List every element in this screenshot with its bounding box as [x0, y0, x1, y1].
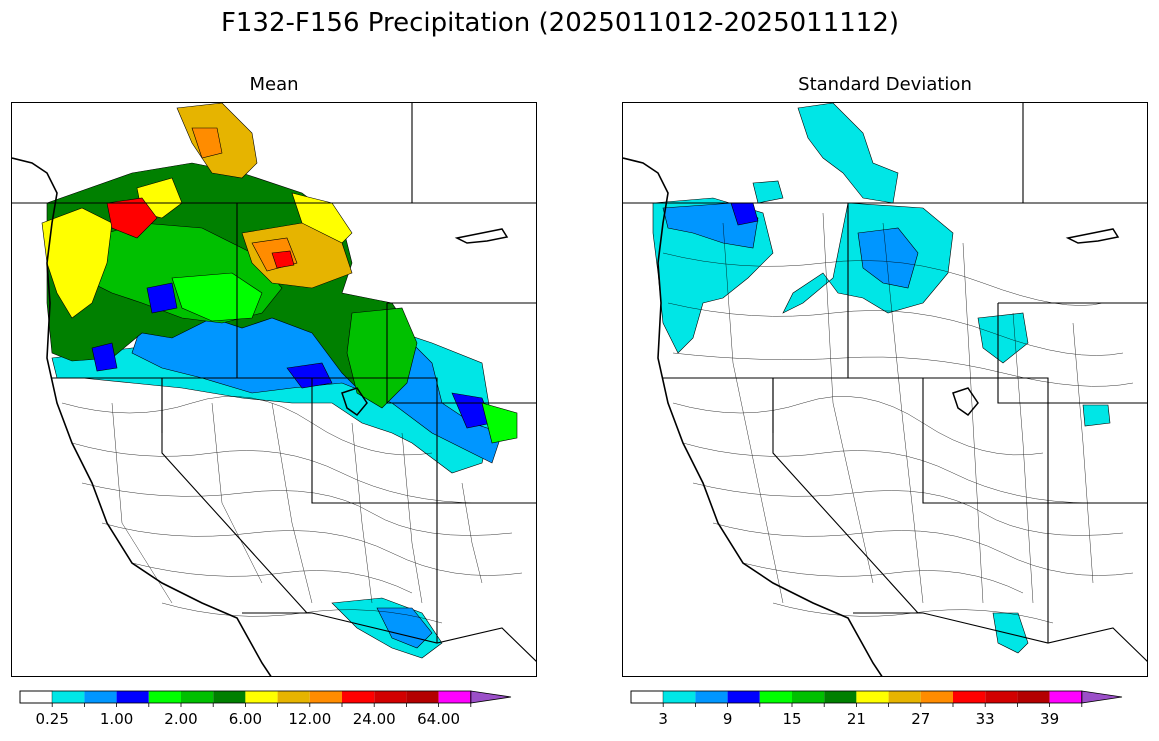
lake-superior-shape	[454, 228, 509, 244]
stddev-map	[622, 102, 1148, 677]
mean-colorbar	[19, 690, 530, 707]
region-red-east	[271, 250, 295, 269]
colorbar-extend-arrow	[470, 690, 512, 704]
colorbar-swatch	[824, 691, 857, 703]
region-blue-1	[146, 282, 178, 314]
mean-colorbar-swatches	[19, 690, 512, 707]
sd-state-borders	[623, 103, 1147, 662]
colorbar-swatch	[406, 691, 439, 703]
colorbar-tick-label: 1.00	[99, 710, 134, 728]
region-green-far-east	[481, 402, 518, 444]
colorbar-tick-label: 33	[975, 710, 995, 728]
colorbar-tick-label: 27	[911, 710, 931, 728]
sd-region-blue-mid	[857, 227, 919, 289]
sd-region-cyan-north2	[752, 180, 784, 204]
colorbar-swatch	[759, 691, 792, 703]
stddev-colorbar-swatches	[630, 690, 1123, 707]
colorbar-swatch	[953, 691, 986, 703]
sd-great-salt-lake	[952, 387, 979, 417]
mean-map	[11, 102, 537, 677]
colorbar-swatch	[52, 691, 85, 703]
colorbar-swatch	[727, 691, 760, 703]
sd-region-cyan-east	[977, 312, 1029, 364]
colorbar-swatch	[663, 691, 696, 703]
sd-region-cyan-north	[797, 103, 899, 204]
colorbar-tick-label: 0.25	[35, 710, 69, 728]
colorbar-swatch	[438, 691, 471, 703]
region-red	[106, 197, 158, 239]
colorbar-swatch	[374, 691, 407, 703]
region-lime	[171, 272, 263, 322]
colorbar-swatch	[309, 691, 342, 703]
sd-region-south-cyan	[992, 612, 1029, 654]
colorbar-extend-arrow	[1081, 690, 1123, 704]
colorbar-swatch	[148, 691, 181, 703]
colorbar-swatch	[342, 691, 375, 703]
colorbar-tick-label: 3	[658, 710, 668, 728]
colorbar-tick-label: 15	[782, 710, 802, 728]
region-green-east	[346, 307, 418, 409]
state-borders	[12, 103, 536, 662]
sd-lake-superior-shape	[1065, 228, 1120, 244]
colorbar-swatch	[1017, 691, 1050, 703]
colorbar-swatch	[277, 691, 310, 703]
colorbar-swatch	[181, 691, 214, 703]
colorbar-tick-label: 64.00	[417, 710, 461, 728]
colorbar-tick-label: 2.00	[164, 710, 198, 728]
colorbar-tick-label: 6.00	[228, 710, 263, 728]
region-orange	[191, 127, 223, 159]
colorbar-swatch	[1049, 691, 1082, 703]
colorbar-swatch	[630, 690, 664, 704]
stddev-panel-title: Standard Deviation	[798, 74, 972, 95]
watershed-lines	[61, 396, 523, 624]
region-gold-east	[241, 222, 353, 289]
colorbar-swatch	[792, 691, 825, 703]
great-salt-lake	[341, 387, 368, 417]
colorbar-swatch	[84, 691, 117, 703]
colorbar-swatch	[985, 691, 1018, 703]
coastline	[12, 157, 272, 676]
colorbar-swatch	[116, 691, 149, 703]
sd-watershed-lines	[662, 212, 1134, 624]
colorbar-tick-label: 24.00	[352, 710, 396, 728]
colorbar-swatch	[888, 691, 921, 703]
sd-coastline	[623, 157, 883, 676]
colorbar-tick-label: 9	[722, 710, 733, 728]
stddev-map-canvas	[623, 103, 1147, 676]
colorbar-swatch	[920, 691, 953, 703]
mean-panel-title: Mean	[249, 74, 299, 95]
region-blue-4	[91, 342, 118, 372]
stddev-colorbar	[630, 690, 1141, 707]
colorbar-tick-label: 39	[1040, 710, 1060, 728]
mean-map-canvas	[12, 103, 536, 676]
figure-title: F132-F156 Precipitation (2025011012-2025…	[220, 8, 900, 38]
region-yellow-west	[41, 207, 113, 319]
colorbar-tick-label: 12.00	[288, 710, 332, 728]
colorbar-swatch	[856, 691, 889, 703]
colorbar-tick-label: 21	[846, 710, 866, 728]
region-blue-2	[286, 362, 333, 389]
colorbar-swatch	[695, 691, 728, 703]
colorbar-swatch	[213, 691, 246, 703]
sd-region-cyan-far-east	[1082, 404, 1111, 427]
colorbar-swatch	[245, 691, 278, 703]
colorbar-swatch	[19, 690, 53, 704]
